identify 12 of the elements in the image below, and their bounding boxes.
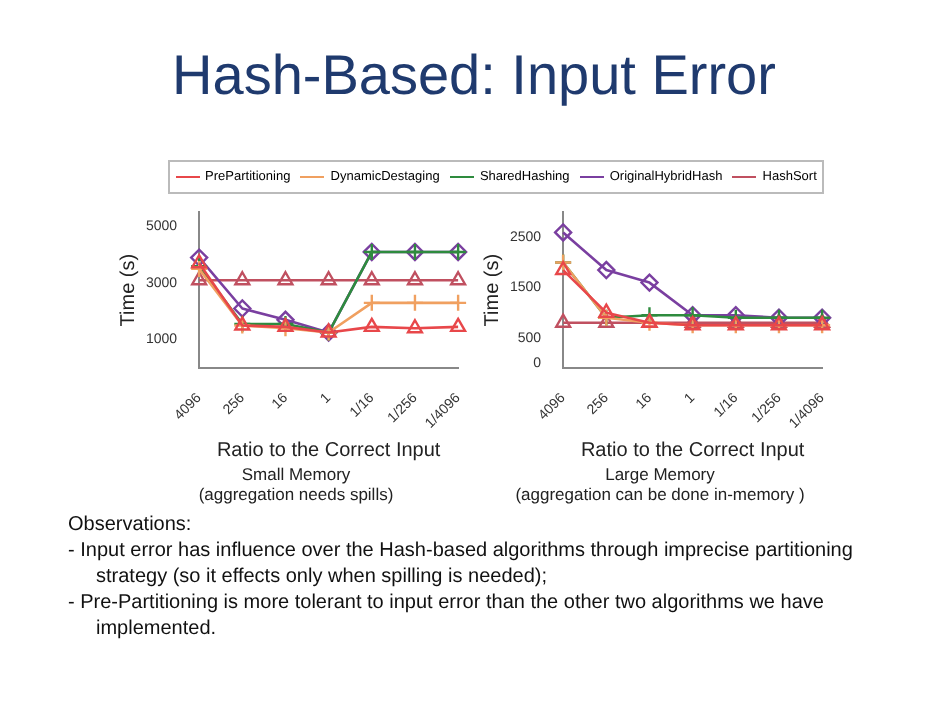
text: Small Memory	[239, 464, 353, 484]
text: (aggregation needs spills)	[196, 484, 396, 504]
x-axis-title: Ratio to the Correct Input	[580, 439, 805, 462]
y-axis-title: Time (s)	[481, 253, 504, 327]
y-axis-title: Time (s)	[117, 253, 140, 327]
chart-title: Hash-Based: Input Error	[170, 44, 778, 108]
x-axis-title: Ratio to the Correct Input	[216, 439, 441, 462]
text: Large Memory	[603, 464, 717, 484]
text: (aggregation can be done in-memory )	[513, 484, 807, 504]
text: - Input error has influence over the Hash-based algorithms through imprecise partitioning strategy (so it effects only when spilling is needed);	[68, 538, 855, 590]
text: Observations:	[68, 512, 194, 538]
text: - Pre-Partitioning is more tolerant to input error than the other two algorithms we have implemented.	[68, 590, 826, 642]
